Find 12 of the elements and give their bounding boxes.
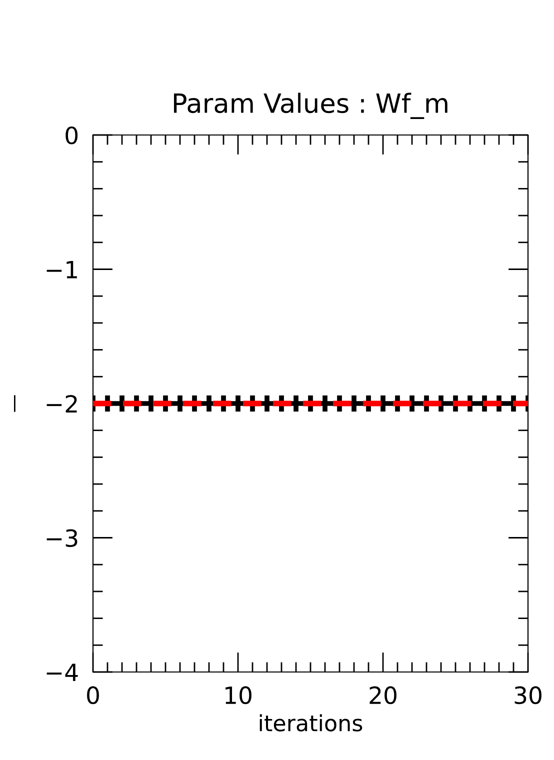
x-tick-label: 20	[370, 686, 396, 704]
y-tick-label: −2	[46, 394, 77, 412]
y-tick-label: 0	[66, 126, 78, 144]
y-axis-title: |	[14, 395, 16, 412]
x-tick-label: 0	[87, 686, 99, 704]
x-tick-label: 10	[226, 686, 252, 704]
x-tick-label: 30	[514, 686, 542, 704]
y-tick-label: −3	[46, 529, 78, 548]
x-axis-title: iterations	[260, 714, 362, 732]
chart-title: Param Values : Wf_m	[174, 92, 448, 119]
y-tick-label: −1	[46, 261, 77, 278]
y-tick-label: −4	[46, 664, 78, 681]
